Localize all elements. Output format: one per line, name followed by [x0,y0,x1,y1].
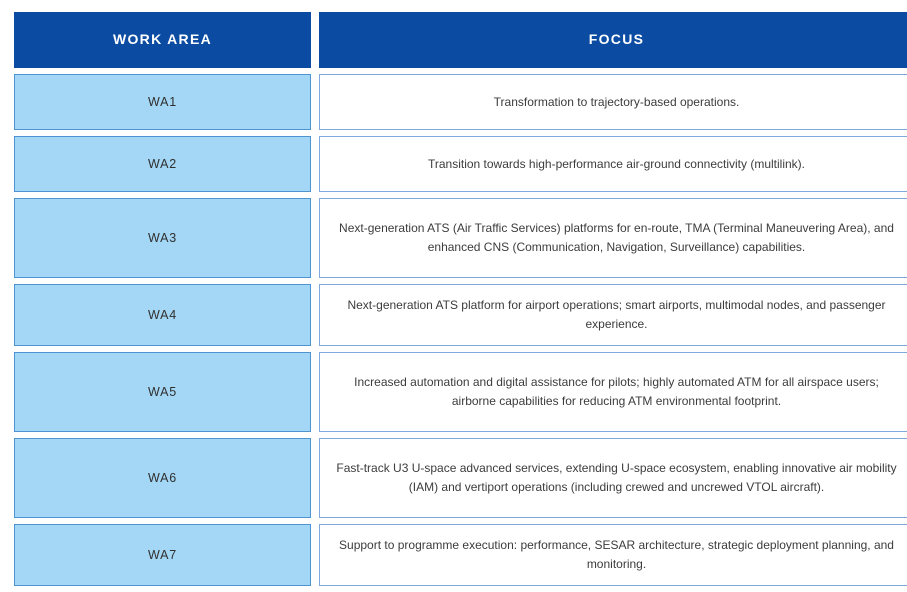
work-area-cell-wa6: WA6 [14,438,311,518]
table-row: WA6 Fast-track U3 U-space advanced servi… [14,438,907,518]
table-header: WORK AREA FOCUS [14,12,907,68]
work-area-focus-table: WORK AREA FOCUS WA1 Transformation to tr… [6,6,907,592]
focus-cell-wa6: Fast-track U3 U-space advanced services,… [319,438,907,518]
work-area-cell-wa4: WA4 [14,284,311,346]
table-row: WA7 Support to programme execution: perf… [14,524,907,586]
work-area-cell-wa1: WA1 [14,74,311,130]
focus-cell-wa3: Next-generation ATS (Air Traffic Service… [319,198,907,278]
table-row: WA4 Next-generation ATS platform for air… [14,284,907,346]
table-row: WA3 Next-generation ATS (Air Traffic Ser… [14,198,907,278]
work-area-table-container: WORK AREA FOCUS WA1 Transformation to tr… [14,12,907,586]
table-row: WA1 Transformation to trajectory-based o… [14,74,907,130]
work-area-cell-wa3: WA3 [14,198,311,278]
table-row: WA5 Increased automation and digital ass… [14,352,907,432]
column-header-work-area: WORK AREA [14,12,311,68]
table-header-row: WORK AREA FOCUS [14,12,907,68]
work-area-cell-wa2: WA2 [14,136,311,192]
column-header-focus: FOCUS [319,12,907,68]
focus-cell-wa7: Support to programme execution: performa… [319,524,907,586]
table-row: WA2 Transition towards high-performance … [14,136,907,192]
table-body: WA1 Transformation to trajectory-based o… [14,74,907,586]
work-area-cell-wa7: WA7 [14,524,311,586]
work-area-cell-wa5: WA5 [14,352,311,432]
focus-cell-wa4: Next-generation ATS platform for airport… [319,284,907,346]
focus-cell-wa5: Increased automation and digital assista… [319,352,907,432]
focus-cell-wa2: Transition towards high-performance air-… [319,136,907,192]
focus-cell-wa1: Transformation to trajectory-based opera… [319,74,907,130]
